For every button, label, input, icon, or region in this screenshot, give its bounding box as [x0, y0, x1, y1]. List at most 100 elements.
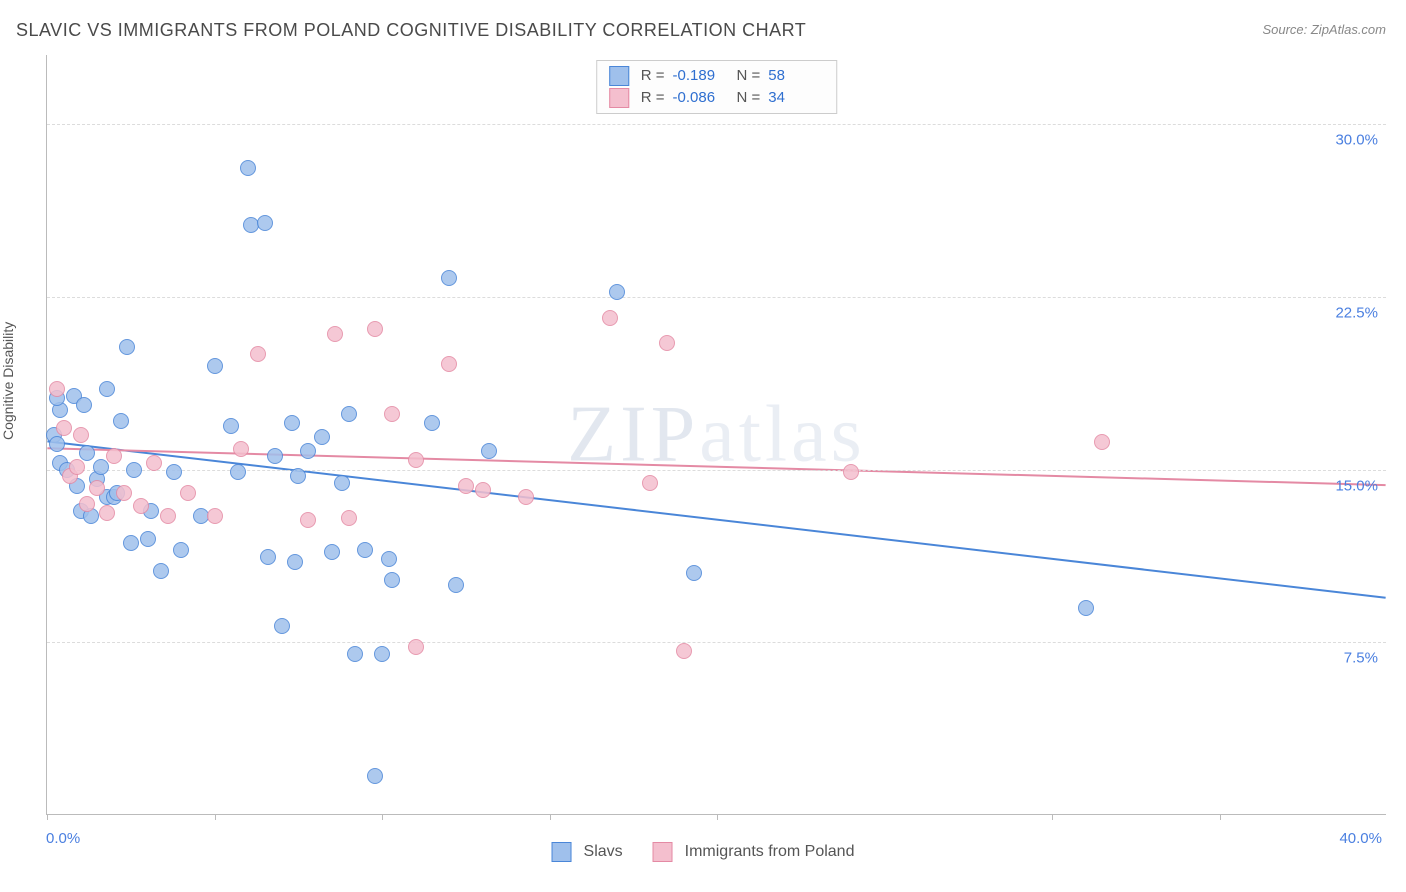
data-point-slavs	[341, 406, 357, 422]
x-tick	[550, 814, 551, 820]
data-point-poland	[160, 508, 176, 524]
data-point-slavs	[347, 646, 363, 662]
stat-N-label: N =	[737, 65, 761, 87]
gridline	[47, 470, 1386, 471]
data-point-slavs	[123, 535, 139, 551]
trend-line-poland	[47, 448, 1385, 485]
data-point-poland	[69, 459, 85, 475]
data-point-poland	[146, 455, 162, 471]
data-point-poland	[250, 346, 266, 362]
x-tick	[47, 814, 48, 820]
data-point-slavs	[257, 215, 273, 231]
data-point-slavs	[223, 418, 239, 434]
swatch-slavs	[609, 66, 629, 86]
data-point-poland	[73, 427, 89, 443]
data-point-slavs	[381, 551, 397, 567]
chart-container: SLAVIC VS IMMIGRANTS FROM POLAND COGNITI…	[0, 0, 1406, 892]
data-point-slavs	[274, 618, 290, 634]
x-tick	[215, 814, 216, 820]
data-point-slavs	[166, 464, 182, 480]
data-point-slavs	[240, 160, 256, 176]
data-point-poland	[300, 512, 316, 528]
chart-title: SLAVIC VS IMMIGRANTS FROM POLAND COGNITI…	[16, 20, 806, 41]
y-tick-label: 7.5%	[1344, 650, 1378, 667]
data-point-slavs	[481, 443, 497, 459]
plot-area: ZIPatlas R = -0.189 N = 58 R = -0.086 N = 34 7.…	[46, 55, 1386, 815]
stat-N-label: N =	[737, 87, 761, 109]
source-name: ZipAtlas.com	[1311, 22, 1386, 37]
data-point-poland	[843, 464, 859, 480]
data-point-slavs	[287, 554, 303, 570]
stat-R-label: R =	[641, 87, 665, 109]
data-point-slavs	[267, 448, 283, 464]
data-point-poland	[49, 381, 65, 397]
data-point-poland	[341, 510, 357, 526]
legend-item-slavs: Slavs	[552, 842, 623, 862]
gridline	[47, 642, 1386, 643]
data-point-poland	[327, 326, 343, 342]
legend-swatch-poland	[653, 842, 673, 862]
data-point-slavs	[230, 464, 246, 480]
data-point-slavs	[609, 284, 625, 300]
legend: Slavs Immigrants from Poland	[552, 842, 855, 862]
data-point-slavs	[1078, 600, 1094, 616]
watermark-bold: ZIP	[567, 390, 699, 478]
data-point-slavs	[79, 445, 95, 461]
data-point-poland	[659, 335, 675, 351]
swatch-poland	[609, 88, 629, 108]
stat-R-value: -0.086	[673, 87, 729, 109]
data-point-poland	[180, 485, 196, 501]
data-point-slavs	[76, 397, 92, 413]
data-point-slavs	[284, 415, 300, 431]
data-point-slavs	[374, 646, 390, 662]
watermark-thin: atlas	[699, 390, 866, 478]
x-tick	[382, 814, 383, 820]
source-prefix: Source:	[1262, 22, 1310, 37]
gridline	[47, 124, 1386, 125]
y-tick-label: 15.0%	[1335, 477, 1378, 494]
data-point-slavs	[140, 531, 156, 547]
gridline	[47, 297, 1386, 298]
watermark: ZIPatlas	[567, 389, 866, 480]
data-point-poland	[458, 478, 474, 494]
data-point-slavs	[314, 429, 330, 445]
data-point-slavs	[119, 339, 135, 355]
legend-label: Immigrants from Poland	[685, 843, 855, 861]
data-point-poland	[408, 452, 424, 468]
data-point-slavs	[334, 475, 350, 491]
data-point-slavs	[324, 544, 340, 560]
data-point-poland	[367, 321, 383, 337]
stat-N-value: 34	[768, 87, 824, 109]
data-point-poland	[408, 639, 424, 655]
data-point-slavs	[300, 443, 316, 459]
data-point-poland	[676, 643, 692, 659]
data-point-slavs	[93, 459, 109, 475]
data-point-poland	[116, 485, 132, 501]
source-attribution: Source: ZipAtlas.com	[1262, 22, 1386, 37]
data-point-poland	[56, 420, 72, 436]
data-point-poland	[207, 508, 223, 524]
data-point-slavs	[173, 542, 189, 558]
trend-line-slavs	[47, 441, 1385, 597]
correlation-stats-box: R = -0.189 N = 58 R = -0.086 N = 34	[596, 60, 838, 114]
data-point-poland	[233, 441, 249, 457]
data-point-slavs	[49, 436, 65, 452]
stat-R-value: -0.189	[673, 65, 729, 87]
data-point-poland	[99, 505, 115, 521]
data-point-slavs	[113, 413, 129, 429]
data-point-slavs	[207, 358, 223, 374]
stat-N-value: 58	[768, 65, 824, 87]
legend-swatch-slavs	[552, 842, 572, 862]
legend-item-poland: Immigrants from Poland	[653, 842, 855, 862]
y-tick-label: 22.5%	[1335, 304, 1378, 321]
stats-row-slavs: R = -0.189 N = 58	[609, 65, 825, 87]
x-tick	[1052, 814, 1053, 820]
data-point-slavs	[424, 415, 440, 431]
data-point-poland	[475, 482, 491, 498]
x-axis-max-label: 40.0%	[1339, 830, 1382, 847]
legend-label: Slavs	[584, 843, 623, 861]
data-point-slavs	[441, 270, 457, 286]
stat-R-label: R =	[641, 65, 665, 87]
y-axis-label: Cognitive Disability	[0, 322, 16, 440]
data-point-poland	[518, 489, 534, 505]
